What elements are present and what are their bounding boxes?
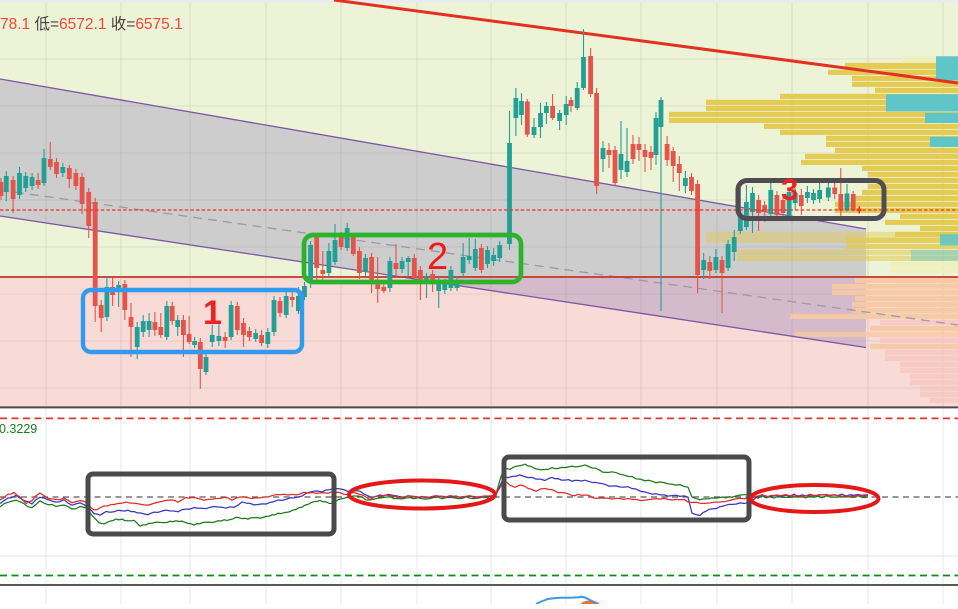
svg-text:2: 2 — [427, 236, 448, 278]
svg-text:1: 1 — [203, 294, 222, 332]
svg-text:0.3229: 0.3229 — [0, 422, 37, 436]
svg-text:78.1 低=6572.1 收=6575.1: 78.1 低=6572.1 收=6575.1 — [0, 15, 183, 33]
svg-text:3: 3 — [781, 172, 798, 207]
